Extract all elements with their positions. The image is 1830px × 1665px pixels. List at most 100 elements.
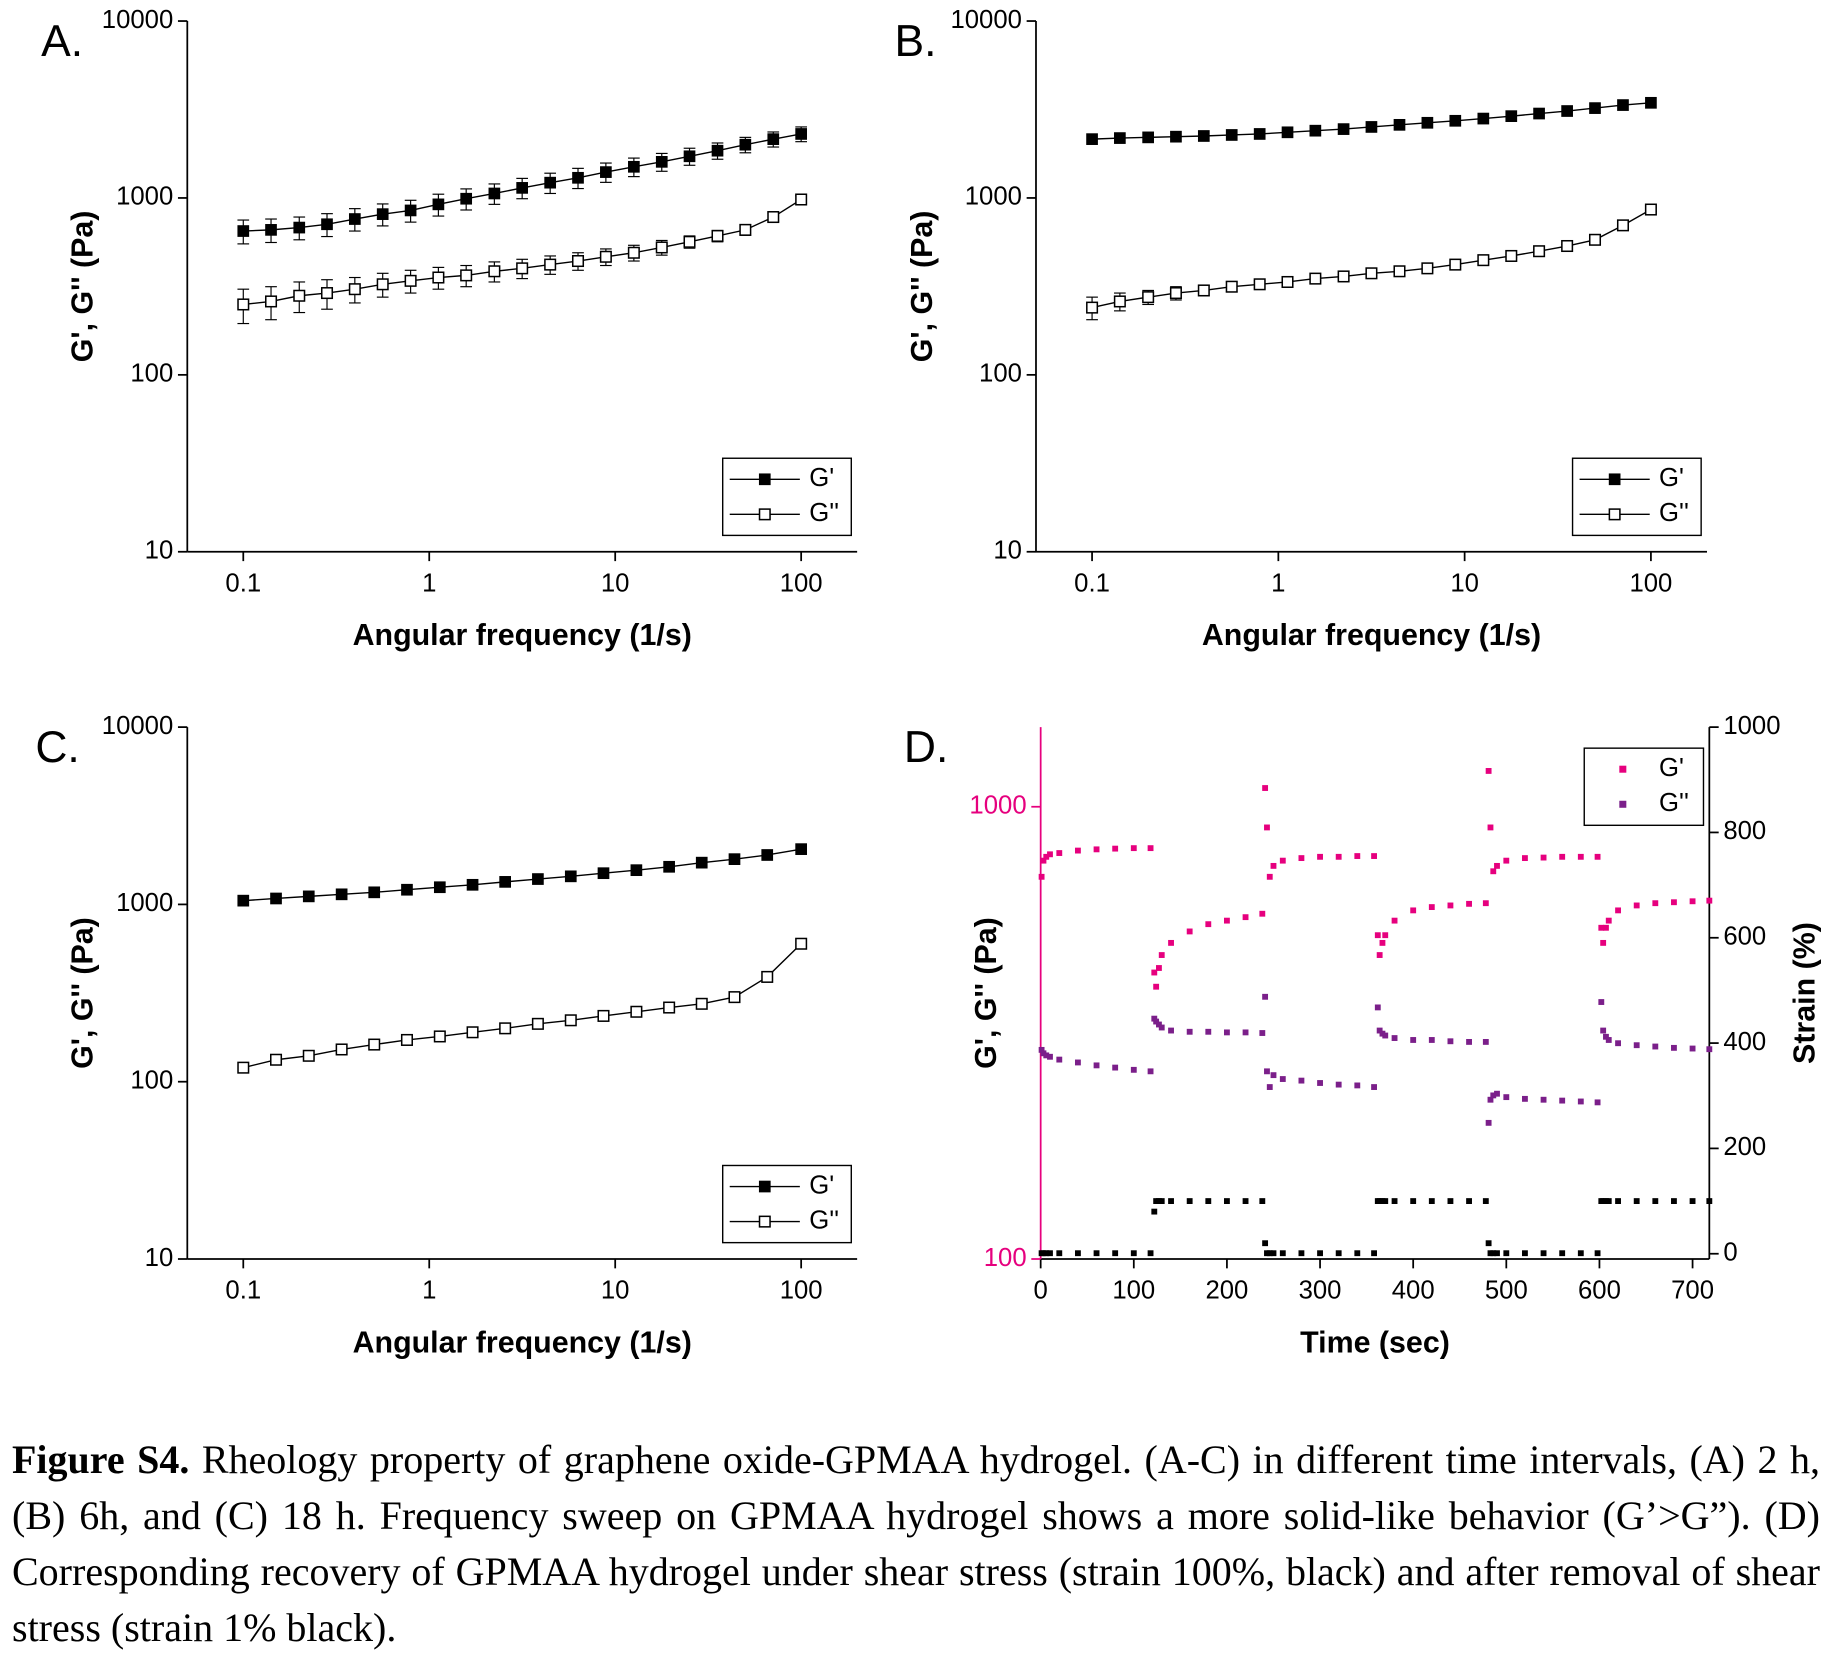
marker xyxy=(695,856,708,869)
marker xyxy=(1158,952,1165,958)
marker xyxy=(1652,1043,1659,1050)
marker xyxy=(1317,1250,1323,1257)
legend-label: G' xyxy=(809,464,834,492)
marker xyxy=(1197,130,1210,142)
marker xyxy=(1266,1084,1273,1090)
marker xyxy=(1466,900,1472,907)
marker xyxy=(1505,110,1518,122)
marker xyxy=(1689,1045,1696,1052)
y2-axis-title: Strain (%) xyxy=(1787,922,1821,1064)
marker xyxy=(1428,904,1435,911)
marker xyxy=(1142,131,1154,144)
marker xyxy=(1485,1240,1492,1247)
marker xyxy=(516,262,529,275)
marker xyxy=(1540,1250,1547,1257)
marker xyxy=(1577,1098,1584,1105)
marker xyxy=(1371,1084,1377,1090)
marker xyxy=(1130,1250,1137,1257)
marker xyxy=(368,886,381,899)
marker xyxy=(1374,1004,1381,1011)
marker xyxy=(1040,857,1047,864)
marker xyxy=(663,1001,676,1014)
marker xyxy=(499,1022,512,1035)
marker xyxy=(1522,1095,1528,1102)
marker xyxy=(1382,932,1389,939)
marker xyxy=(761,970,774,983)
marker xyxy=(1047,851,1053,858)
marker xyxy=(1186,1028,1193,1035)
marker xyxy=(663,860,675,873)
marker xyxy=(376,208,389,220)
marker xyxy=(1533,107,1545,120)
marker xyxy=(302,890,315,903)
x-tick-label: 10 xyxy=(1450,569,1479,597)
marker xyxy=(1561,105,1573,117)
marker xyxy=(1225,129,1238,141)
caption: Figure S4. Rheology property of graphene… xyxy=(12,1432,1820,1656)
marker xyxy=(1205,1028,1212,1035)
marker xyxy=(466,1026,479,1039)
y-tick-label: 100 xyxy=(130,1067,173,1095)
marker xyxy=(1645,96,1657,109)
marker xyxy=(1279,1250,1286,1257)
marker xyxy=(265,224,277,236)
x-tick-label: 0 xyxy=(1034,1277,1048,1305)
marker xyxy=(1644,203,1657,216)
marker xyxy=(237,298,250,311)
marker xyxy=(1266,1250,1273,1257)
marker xyxy=(1093,1062,1100,1069)
marker xyxy=(1652,1198,1659,1204)
marker xyxy=(1043,1052,1050,1059)
marker xyxy=(728,991,741,1004)
marker xyxy=(404,274,417,287)
marker xyxy=(1421,262,1434,275)
marker xyxy=(1242,1029,1249,1036)
marker xyxy=(1559,1097,1566,1104)
marker xyxy=(1158,1198,1165,1204)
marker xyxy=(1317,1080,1323,1086)
x-tick-label: 100 xyxy=(1112,1277,1155,1305)
marker xyxy=(1689,1198,1696,1204)
marker xyxy=(1264,824,1270,831)
marker xyxy=(571,255,585,268)
marker xyxy=(1605,917,1612,924)
marker xyxy=(1482,1038,1489,1045)
marker xyxy=(1494,1250,1500,1257)
marker xyxy=(628,160,640,173)
marker xyxy=(1671,899,1677,906)
marker xyxy=(1522,855,1528,862)
marker xyxy=(1224,917,1230,924)
marker xyxy=(302,1049,315,1062)
marker xyxy=(1633,1198,1640,1204)
x-tick-label: 500 xyxy=(1485,1277,1528,1305)
marker xyxy=(401,883,413,896)
marker xyxy=(1706,897,1713,904)
panel-label: A. xyxy=(41,17,83,66)
marker xyxy=(237,894,250,907)
marker xyxy=(1374,932,1381,939)
y2-tick-label: 800 xyxy=(1723,817,1766,845)
x-tick-label: 0.1 xyxy=(1074,569,1110,597)
marker xyxy=(630,1005,643,1018)
legend-marker xyxy=(758,1180,771,1193)
marker xyxy=(1615,907,1621,914)
marker xyxy=(711,144,724,157)
marker xyxy=(695,997,708,1010)
legend-label: G'' xyxy=(1659,789,1689,817)
marker xyxy=(532,873,544,885)
x-tick-label: 100 xyxy=(780,1277,823,1305)
legend-marker xyxy=(758,473,771,486)
marker xyxy=(376,278,389,291)
marker xyxy=(1617,99,1629,111)
legend-box xyxy=(721,1164,852,1244)
marker xyxy=(1421,116,1434,129)
marker xyxy=(1038,873,1045,880)
marker xyxy=(1522,1250,1528,1257)
marker xyxy=(237,225,250,237)
panel: B. 0.1 1 10 100 10 100 1000 10000 Angular frequen… xyxy=(895,6,1707,652)
marker xyxy=(1224,1198,1230,1204)
marker xyxy=(1043,853,1050,860)
y-tick-label: 100 xyxy=(979,360,1022,388)
marker xyxy=(572,171,584,184)
